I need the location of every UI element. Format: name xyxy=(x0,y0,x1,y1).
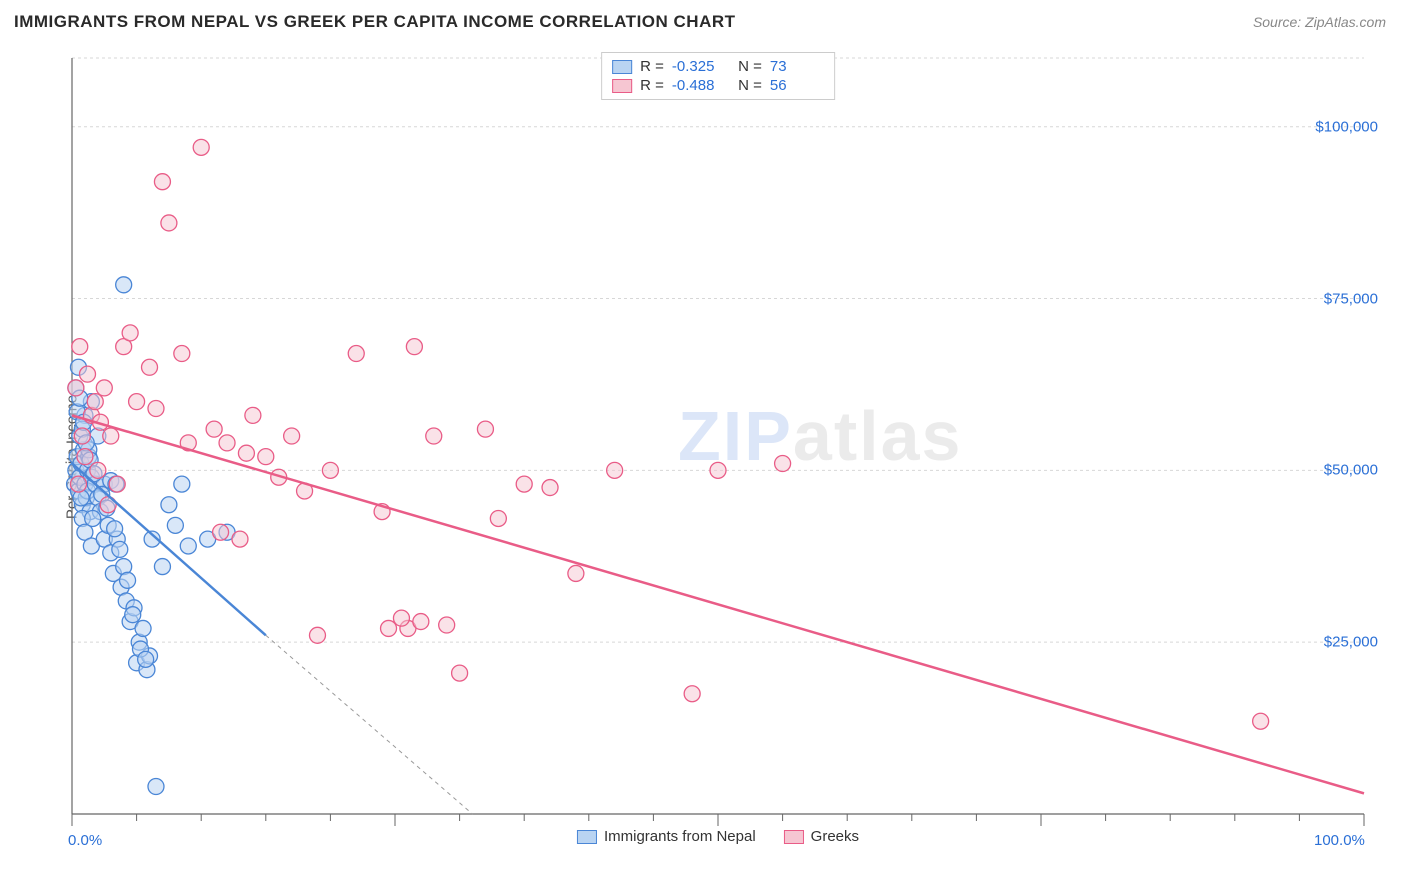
source-prefix: Source: xyxy=(1253,14,1305,30)
legend-R-label: R = xyxy=(640,58,664,75)
scatter-plot xyxy=(54,46,1384,846)
legend-N-value: 56 xyxy=(770,77,824,94)
x-axis-end-label: 100.0% xyxy=(1314,832,1365,849)
legend-N-label: N = xyxy=(734,58,762,75)
legend-swatch xyxy=(577,830,597,844)
correlation-legend: R = -0.325 N = 73 R = -0.488 N = 56 xyxy=(601,52,835,100)
series-legend-label: Greeks xyxy=(811,828,859,845)
legend-R-value: -0.325 xyxy=(672,58,726,75)
legend-row-greek: R = -0.488 N = 56 xyxy=(612,76,824,95)
legend-R-label: R = xyxy=(640,77,664,94)
series-legend-item-greek: Greeks xyxy=(784,828,859,845)
legend-swatch xyxy=(612,79,632,93)
legend-N-value: 73 xyxy=(770,58,824,75)
x-axis-start-label: 0.0% xyxy=(68,832,102,849)
series-legend-label: Immigrants from Nepal xyxy=(604,828,756,845)
source-label: Source: ZipAtlas.com xyxy=(1253,14,1386,30)
legend-swatch xyxy=(612,60,632,74)
legend-R-value: -0.488 xyxy=(672,77,726,94)
chart-title: IMMIGRANTS FROM NEPAL VS GREEK PER CAPIT… xyxy=(14,12,736,32)
legend-N-label: N = xyxy=(734,77,762,94)
legend-swatch xyxy=(784,830,804,844)
legend-row-nepal: R = -0.325 N = 73 xyxy=(612,57,824,76)
series-legend-item-nepal: Immigrants from Nepal xyxy=(577,828,756,845)
chart-container: Per Capita Income ZIPatlas R =-0.325 N =… xyxy=(14,46,1394,868)
series-legend: Immigrants from Nepal Greeks xyxy=(577,828,859,845)
source-name: ZipAtlas.com xyxy=(1305,14,1386,30)
